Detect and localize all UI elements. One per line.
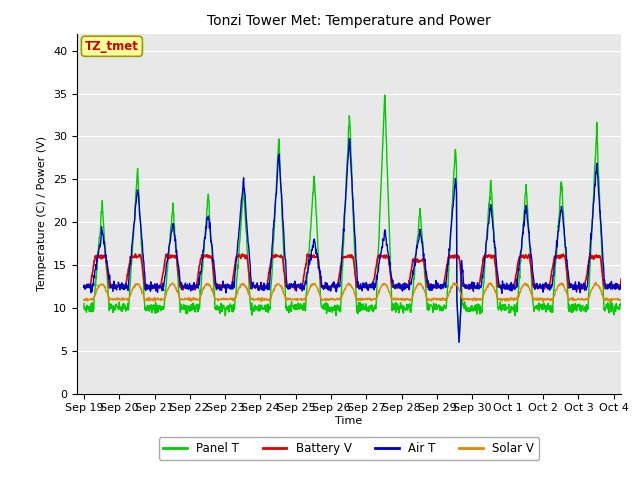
Solar V	[500, 296, 508, 301]
Battery V	[639, 286, 640, 291]
Battery V	[583, 273, 591, 278]
Solar V	[583, 296, 591, 301]
Battery V	[352, 277, 360, 283]
Panel T	[352, 276, 360, 282]
Air T	[168, 225, 176, 231]
Battery V	[342, 254, 349, 260]
Solar V	[168, 280, 176, 286]
Text: TZ_tmet: TZ_tmet	[85, 40, 139, 53]
Panel T	[500, 302, 508, 308]
Battery V	[168, 254, 176, 260]
Panel T	[80, 300, 88, 306]
Line: Panel T: Panel T	[84, 95, 640, 342]
Panel T	[639, 311, 640, 316]
Air T	[80, 285, 88, 290]
Air T	[346, 136, 353, 142]
Air T	[639, 283, 640, 289]
Battery V	[500, 284, 508, 290]
Line: Solar V: Solar V	[84, 283, 640, 301]
Panel T	[168, 210, 176, 216]
Y-axis label: Temperature (C) / Power (V): Temperature (C) / Power (V)	[37, 136, 47, 291]
Line: Air T: Air T	[84, 139, 640, 342]
Solar V	[539, 299, 547, 304]
Solar V	[592, 280, 600, 286]
Solar V	[341, 286, 349, 292]
Panel T	[584, 303, 591, 309]
Battery V	[80, 284, 88, 290]
Solar V	[352, 294, 360, 300]
Air T	[341, 204, 349, 210]
Legend: Panel T, Battery V, Air T, Solar V: Panel T, Battery V, Air T, Solar V	[159, 437, 539, 460]
Air T	[584, 284, 591, 289]
Air T	[352, 256, 360, 262]
Air T	[500, 283, 508, 288]
Line: Battery V: Battery V	[84, 253, 640, 290]
Panel T	[341, 207, 349, 213]
Air T	[455, 339, 463, 345]
X-axis label: Time: Time	[335, 416, 362, 426]
Battery V	[586, 251, 594, 256]
Solar V	[639, 296, 640, 301]
Panel T	[381, 92, 388, 98]
Battery V	[291, 287, 299, 293]
Solar V	[80, 297, 88, 303]
Panel T	[455, 339, 463, 345]
Title: Tonzi Tower Met: Temperature and Power: Tonzi Tower Met: Temperature and Power	[207, 14, 491, 28]
